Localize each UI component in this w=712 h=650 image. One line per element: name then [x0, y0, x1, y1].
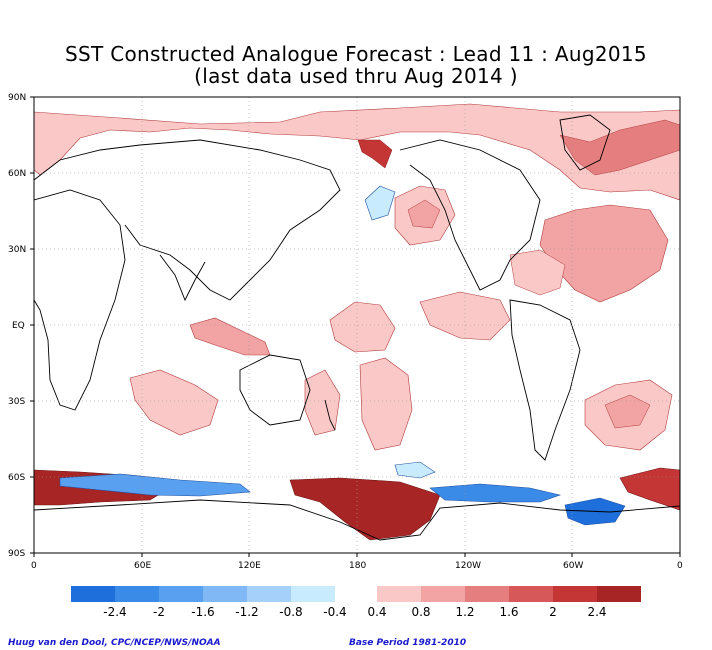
anomaly-warm-gulf: [509, 249, 566, 296]
anomaly-cold-subantarctic: [394, 461, 436, 479]
colorbar-swatch-neg-4: [203, 586, 247, 602]
map-title: SST Constructed Analogue Forecast : Lead…: [65, 42, 647, 66]
colorbar-label: 2: [549, 605, 557, 619]
map-subtitle: (last data used thru Aug 2014 ): [194, 64, 518, 88]
colorbar-label: 1.6: [499, 605, 519, 619]
anomaly-warm-east-pacific: [419, 291, 511, 341]
colorbar-label: 0.4: [367, 605, 387, 619]
lat-label: 30S: [8, 397, 25, 407]
lon-label: 60W: [563, 561, 583, 571]
anomaly-warm-southern-ocean-east: [619, 467, 680, 511]
colorbar-label: -0.8: [279, 605, 303, 619]
colorbar-label: -1.6: [191, 605, 215, 619]
anomaly-warm-south-atlantic-core: [604, 394, 651, 429]
colorbar-swatch-pos-5: [553, 586, 597, 602]
colorbar-swatch-pos-1: [377, 586, 421, 602]
anomaly-cold-north-pacific: [364, 185, 396, 221]
anomaly-warm-arctic: [34, 103, 680, 201]
anomaly-warm-south-pacific-east: [359, 357, 413, 451]
lon-label: 120W: [455, 561, 481, 571]
colorbar-label: -1.2: [235, 605, 259, 619]
colorbar-label: -0.4: [323, 605, 347, 619]
lon-label: 0: [31, 561, 37, 571]
anomaly-warm-bering: [357, 139, 393, 169]
credit-author: Huug van den Dool, CPC/NCEP/NWS/NOAA: [8, 638, 221, 648]
lon-label: 180: [349, 561, 366, 571]
anomaly-warm-ross-sea: [289, 477, 441, 541]
lat-label: 60S: [8, 473, 25, 483]
colorbar-label: 0.8: [411, 605, 431, 619]
lat-label: 90N: [8, 93, 26, 103]
anomaly-cold-drake: [429, 483, 562, 503]
coastlines: [34, 114, 680, 541]
colorbar-swatch-neg-2: [115, 586, 159, 602]
lon-label: 0: [677, 561, 683, 571]
credit-base-period: Base Period 1981-2010: [349, 638, 467, 648]
anomaly-warm-north-pacific-core: [407, 199, 441, 229]
lat-label: 60N: [8, 169, 26, 179]
lat-label: 30N: [8, 245, 26, 255]
graticule: [34, 97, 680, 553]
lon-label: 120E: [238, 561, 261, 571]
lat-label: 90S: [8, 549, 25, 559]
colorbar-swatch-pos-2: [421, 586, 465, 602]
colorbar-swatch-neg-5: [247, 586, 291, 602]
colorbar-label: -2: [153, 605, 165, 619]
lat-label: EQ: [12, 321, 25, 331]
lon-label: 60E: [134, 561, 151, 571]
colorbar-label: 2.4: [587, 605, 607, 619]
colorbar-swatch-neg-6: [291, 586, 335, 602]
anomaly-warm-south-indian: [129, 369, 219, 436]
colorbar-swatch-neg-1: [71, 586, 115, 602]
colorbar-label: 1.2: [455, 605, 475, 619]
colorbar-swatch-neg-3: [159, 586, 203, 602]
anomaly-warm-arctic-core: [559, 119, 680, 176]
colorbar-swatch-pos-3: [465, 586, 509, 602]
colorbar-swatch-pos-6: [597, 586, 641, 602]
colorbar-swatch-pos-4: [509, 586, 553, 602]
colorbar-label: -2.4: [103, 605, 127, 619]
anomaly-warm-equatorial-pacific: [329, 301, 396, 353]
